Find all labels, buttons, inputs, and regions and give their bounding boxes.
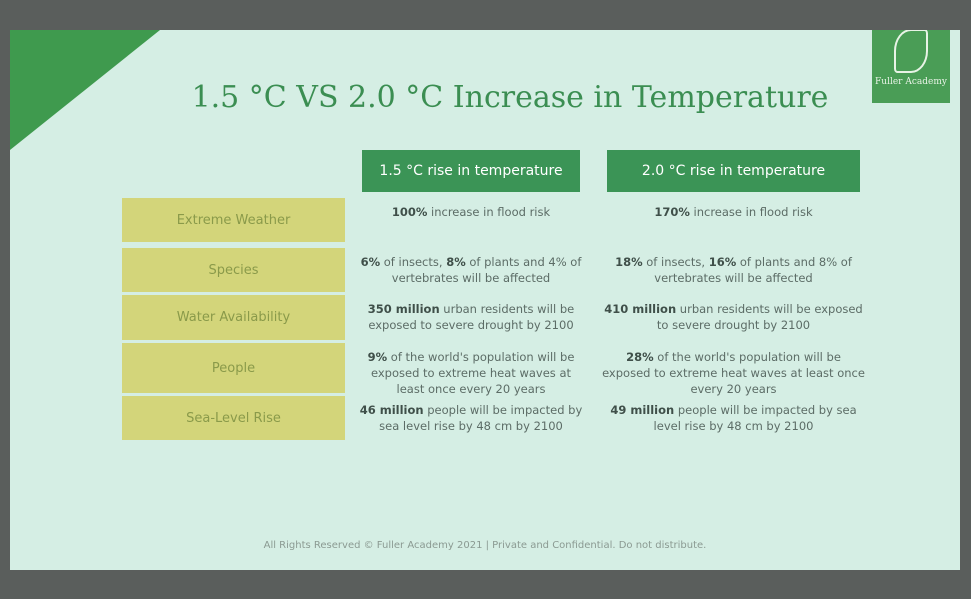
column-header: 2.0 °C rise in temperature bbox=[607, 150, 860, 192]
bold-text: 46 million bbox=[360, 403, 424, 417]
bold-text: 170% bbox=[654, 205, 690, 219]
row-label: Species bbox=[122, 248, 345, 292]
text: of the world's population will be expose… bbox=[371, 350, 574, 396]
table-cell: 18% of insects, 16% of plants and 8% of … bbox=[602, 254, 865, 286]
bold-text: 8% bbox=[446, 255, 466, 269]
bold-text: 49 million bbox=[610, 403, 674, 417]
bold-text: 6% bbox=[361, 255, 381, 269]
text: of insects, bbox=[380, 255, 446, 269]
text: people will be impacted by sea level ris… bbox=[654, 403, 857, 433]
table-cell: 9% of the world's population will be exp… bbox=[357, 349, 585, 397]
slide: Fuller Academy 1.5 °C VS 2.0 °C Increase… bbox=[10, 30, 960, 570]
table-cell: 28% of the world's population will be ex… bbox=[602, 349, 865, 397]
row-label: Extreme Weather bbox=[122, 198, 345, 242]
bold-text: 28% bbox=[626, 350, 654, 364]
column-header: 1.5 °C rise in temperature bbox=[362, 150, 580, 192]
table-cell: 170% increase in flood risk bbox=[602, 204, 865, 220]
table-cell: 46 million people will be impacted by se… bbox=[357, 402, 585, 434]
table-cell: 410 million urban residents will be expo… bbox=[602, 301, 865, 333]
table-cell: 6% of insects, 8% of plants and 4% of ve… bbox=[357, 254, 585, 286]
text: increase in flood risk bbox=[690, 205, 813, 219]
title: 1.5 °C VS 2.0 °C Increase in Temperature bbox=[10, 80, 960, 115]
bold-text: 9% bbox=[368, 350, 388, 364]
table-cell: 49 million people will be impacted by se… bbox=[602, 402, 865, 434]
row-label: Water Availability bbox=[122, 295, 345, 340]
row-label: People bbox=[122, 343, 345, 393]
bold-text: 410 million bbox=[604, 302, 676, 316]
table-cell: 350 million urban residents will be expo… bbox=[357, 301, 585, 333]
text: urban residents will be exposed to sever… bbox=[657, 302, 863, 332]
bold-text: 100% bbox=[392, 205, 428, 219]
bold-text: 18% bbox=[615, 255, 643, 269]
text: of insects, bbox=[643, 255, 709, 269]
text: increase in flood risk bbox=[427, 205, 550, 219]
logo-mark bbox=[894, 30, 928, 73]
bold-text: 16% bbox=[709, 255, 737, 269]
page: Fuller Academy 1.5 °C VS 2.0 °C Increase… bbox=[0, 0, 971, 599]
bold-text: 350 million bbox=[368, 302, 440, 316]
row-label: Sea-Level Rise bbox=[122, 396, 345, 440]
footer: All Rights Reserved © Fuller Academy 202… bbox=[10, 540, 960, 551]
table-cell: 100% increase in flood risk bbox=[357, 204, 585, 220]
